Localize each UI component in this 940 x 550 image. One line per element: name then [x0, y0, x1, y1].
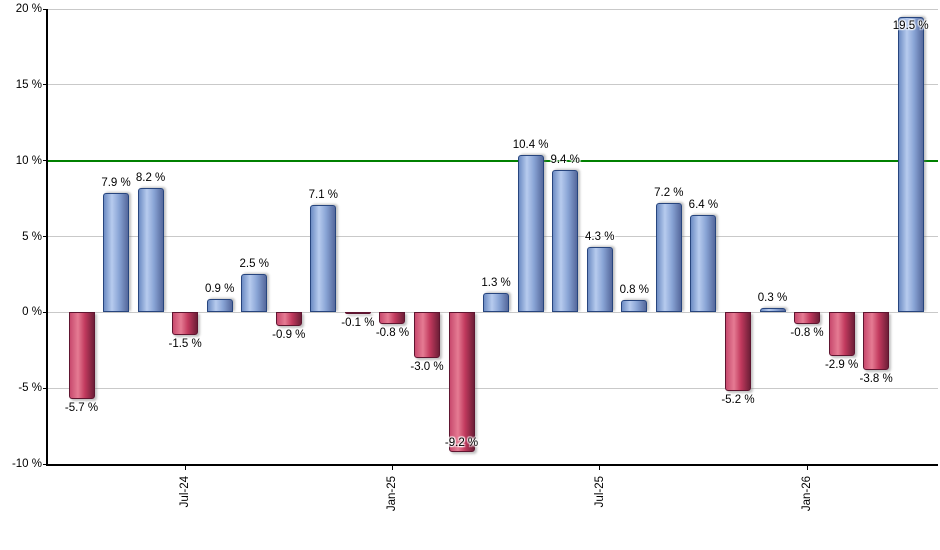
- gridline: [48, 236, 938, 237]
- bar-value-label: 0.3 %: [757, 291, 788, 304]
- gridline: [48, 311, 938, 313]
- y-axis-label: 10 %: [15, 154, 42, 167]
- x-axis-label: Jul-24: [179, 476, 192, 508]
- bar-value-label: 9.4 %: [550, 153, 580, 166]
- bar: [863, 312, 890, 370]
- bar: [517, 154, 544, 313]
- x-axis-tick: [806, 464, 808, 470]
- bar: [794, 312, 821, 325]
- bar: [103, 192, 130, 313]
- bar-value-label: 8.2 %: [135, 171, 166, 184]
- bar-value-label: 7.9 %: [101, 176, 131, 189]
- gridline: [48, 387, 938, 389]
- bar: [828, 312, 855, 357]
- bar: [759, 307, 786, 313]
- bar: [414, 312, 440, 358]
- bar-value-label: -0.8 %: [375, 327, 410, 340]
- bar: [448, 312, 475, 452]
- bar: [621, 300, 648, 313]
- bar: [690, 215, 717, 313]
- x-axis-label: Jan-26: [801, 476, 814, 512]
- bar-value-label: 10.4 %: [512, 138, 549, 151]
- bar: [379, 312, 406, 325]
- x-axis-line: [46, 464, 938, 466]
- bar: [68, 312, 95, 399]
- bar: [483, 292, 510, 313]
- bar-value-label: 6.4 %: [688, 199, 719, 212]
- y-axis-label: 0 %: [22, 306, 42, 319]
- x-axis-tick: [599, 464, 601, 470]
- bar-value-label: -3.0 %: [410, 360, 444, 373]
- bar: [724, 312, 751, 392]
- bar: [897, 16, 924, 313]
- x-axis-label: Jul-25: [593, 476, 606, 508]
- bar: [586, 247, 613, 313]
- bar-value-label: 0.9 %: [204, 282, 235, 295]
- y-axis-tick: [43, 387, 48, 389]
- bar-value-label: 2.5 %: [239, 258, 269, 271]
- bar-value-label: -2.9 %: [824, 359, 859, 372]
- y-axis-line: [46, 9, 48, 466]
- bar: [241, 274, 268, 313]
- bar-value-label: -0.1 %: [341, 316, 375, 329]
- bar: [172, 312, 199, 336]
- bar-value-label: -9.2 %: [444, 436, 479, 449]
- bar: [310, 204, 337, 313]
- y-axis-tick: [43, 311, 48, 313]
- y-axis-tick: [43, 8, 48, 10]
- bar-value-label: -1.5 %: [168, 338, 202, 351]
- bar-value-label: 7.2 %: [654, 187, 684, 200]
- y-axis-tick: [43, 160, 48, 162]
- bar: [655, 203, 682, 313]
- y-axis-label: -10 %: [11, 458, 42, 470]
- bar-value-label: 4.3 %: [585, 231, 615, 244]
- y-axis-label: 5 %: [22, 230, 42, 243]
- bar: [206, 298, 233, 313]
- bar-value-label: -5.7 %: [64, 401, 99, 414]
- bar: [552, 169, 579, 313]
- x-axis-label: Jan-25: [386, 476, 399, 512]
- gridline: [48, 84, 938, 86]
- bar-value-label: -5.2 %: [721, 394, 755, 407]
- y-axis-tick: [43, 84, 48, 86]
- y-axis-tick: [43, 236, 48, 237]
- bar-value-label: -0.9 %: [272, 328, 306, 341]
- y-axis-label: 20 %: [15, 3, 42, 15]
- x-axis-tick: [391, 464, 393, 470]
- y-axis-tick: [43, 463, 48, 465]
- bar-value-label: -0.8 %: [790, 327, 824, 340]
- bar-value-label: 0.8 %: [619, 284, 649, 297]
- bar-value-label: 7.1 %: [308, 188, 339, 201]
- bar: [275, 312, 302, 326]
- y-axis-label: 15 %: [15, 78, 42, 91]
- y-axis-label: -5 %: [18, 382, 42, 395]
- x-axis-tick: [184, 464, 186, 470]
- gridline: [48, 8, 938, 10]
- bar-value-label: 19.5 %: [892, 19, 929, 32]
- bar: [137, 187, 164, 313]
- bar: [344, 312, 371, 315]
- bar-value-label: 1.3 %: [481, 276, 511, 289]
- bar-value-label: -3.8 %: [859, 372, 893, 385]
- reference-line: [48, 159, 938, 162]
